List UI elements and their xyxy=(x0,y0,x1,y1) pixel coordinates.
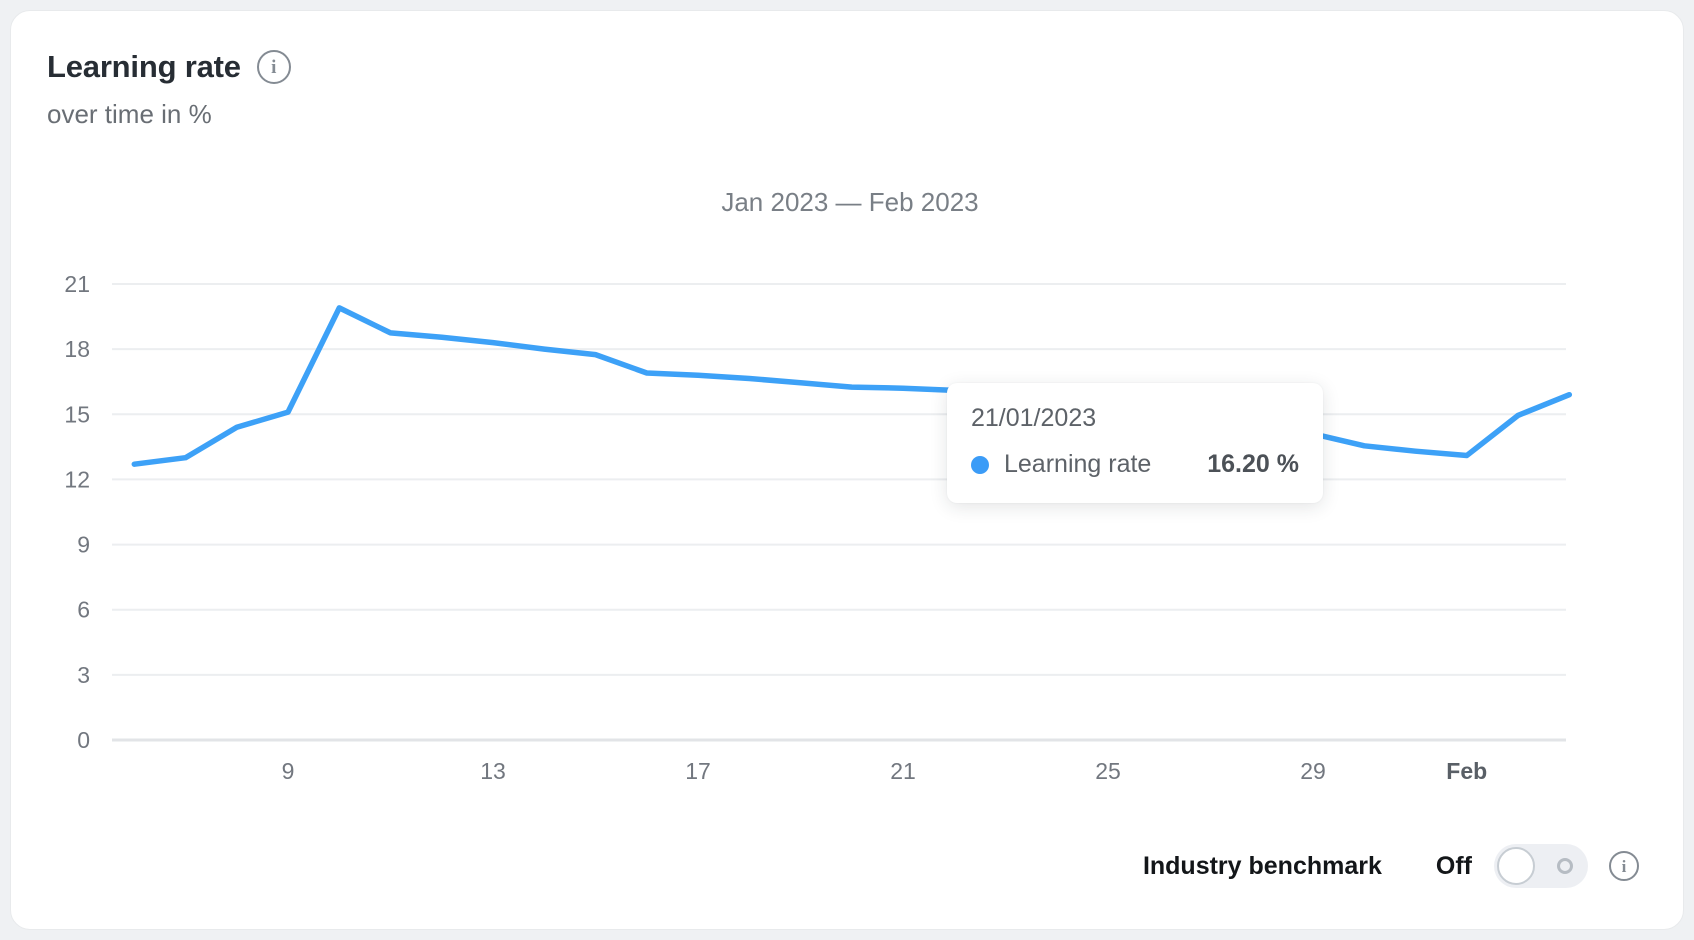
chart-period-title: Jan 2023 — Feb 2023 xyxy=(721,187,979,217)
y-axis-tick-label: 15 xyxy=(64,401,90,427)
y-axis-tick-label: 18 xyxy=(64,336,90,362)
toggle-knob[interactable] xyxy=(1497,847,1535,885)
tooltip-date: 21/01/2023 xyxy=(971,404,1097,432)
x-axis-tick-label: 9 xyxy=(282,758,295,784)
chart-tooltip: 21/01/2023 Learning rate 16.20 % xyxy=(947,383,1323,503)
y-axis-tick-label: 6 xyxy=(77,597,90,623)
benchmark-info-icon[interactable]: i xyxy=(1609,851,1639,881)
learning-rate-card: Learning rate i over time in % Jan 2023 … xyxy=(10,10,1684,930)
toggle-off-ring-icon xyxy=(1557,858,1573,874)
card-header: Learning rate i over time in % xyxy=(47,49,291,130)
x-axis-tick-label: 25 xyxy=(1095,758,1121,784)
tooltip-value: 16.20 % xyxy=(1207,450,1299,478)
title-info-icon[interactable]: i xyxy=(256,50,291,84)
series-dot-icon xyxy=(971,455,989,474)
industry-benchmark-label: Industry benchmark xyxy=(1142,851,1382,880)
x-axis-tick-label: 13 xyxy=(480,758,506,784)
benchmark-toggle[interactable] xyxy=(1494,844,1588,888)
benchmark-controls: Industry benchmark Off i xyxy=(1143,844,1639,888)
y-axis-tick-label: 0 xyxy=(77,727,90,753)
y-axis-tick-label: 21 xyxy=(64,271,90,297)
x-axis-tick-label: 21 xyxy=(890,758,916,784)
y-axis-tick-label: 3 xyxy=(77,662,90,688)
x-axis-tick-label: 29 xyxy=(1300,758,1326,784)
benchmark-state-label: Off xyxy=(1435,851,1472,880)
y-axis-tick-label: 9 xyxy=(77,532,90,558)
x-axis-tick-label: Feb xyxy=(1446,758,1487,784)
card-title: Learning rate xyxy=(47,49,241,84)
tooltip-series-label: Learning rate xyxy=(1004,450,1152,478)
card-subtitle: over time in % xyxy=(47,99,212,129)
x-axis-tick-label: 17 xyxy=(685,758,711,784)
learning-rate-line[interactable] xyxy=(131,305,1573,467)
y-axis-tick-label: 12 xyxy=(64,466,90,492)
